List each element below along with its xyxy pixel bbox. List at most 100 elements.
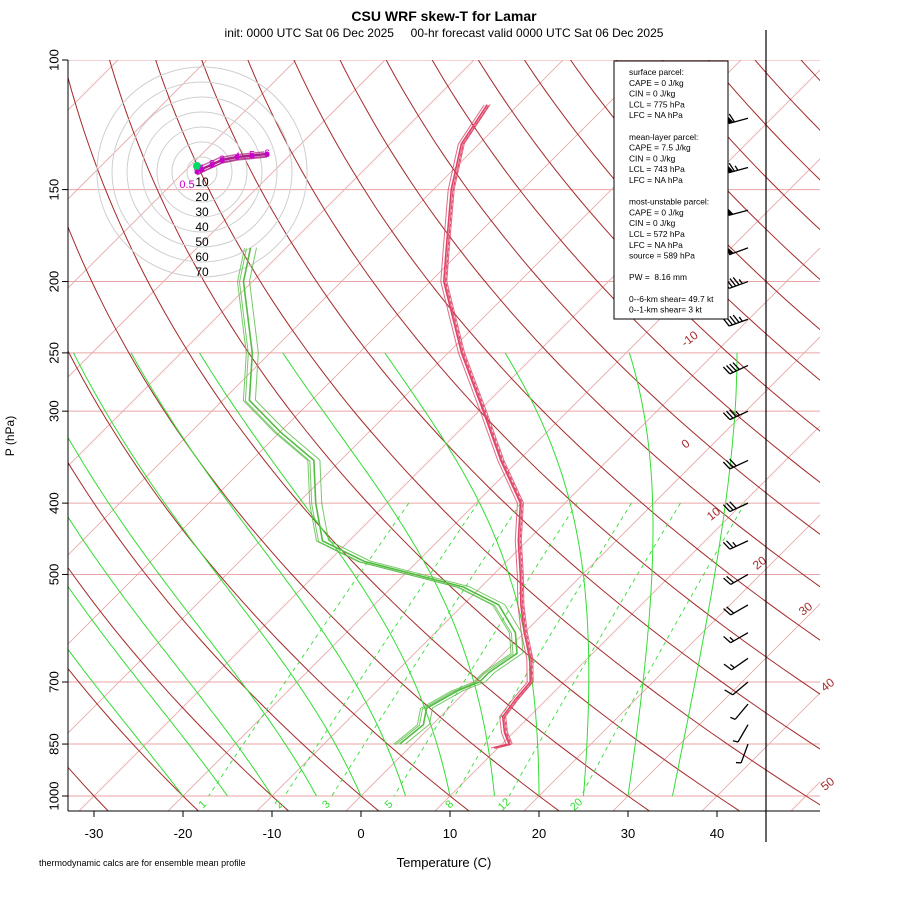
y-tick-label: 300 xyxy=(47,400,62,422)
hodograph-height-label: 6 xyxy=(264,148,270,160)
wind-barb xyxy=(732,724,749,743)
wind-barb xyxy=(722,409,749,421)
moist-adiabat xyxy=(73,352,362,797)
wind-barb xyxy=(722,540,749,550)
mixing-ratio-line xyxy=(208,502,410,797)
info-line: mean-layer parcel: xyxy=(629,132,698,142)
hodograph-ring-label: 10 xyxy=(195,175,209,189)
dewpoint-member xyxy=(238,248,514,746)
dry-adiabat-label: 30 xyxy=(796,599,815,618)
hodograph-start-marker xyxy=(193,162,201,170)
hodograph-ring-label: 40 xyxy=(195,220,209,234)
moist-adiabat xyxy=(199,352,451,797)
hodograph-ring-label: 30 xyxy=(195,205,209,219)
hodograph-ring-label: 50 xyxy=(195,235,209,249)
dry-adiabat-label: 50 xyxy=(818,774,837,793)
y-tick-label: 500 xyxy=(47,564,62,586)
x-axis-label: Temperature (C) xyxy=(397,855,492,870)
dry-adiabat-label: 40 xyxy=(818,675,837,694)
dry-adiabat xyxy=(155,60,820,806)
info-line: CAPE = 0 J/kg xyxy=(629,78,684,88)
wind-barb xyxy=(726,162,749,174)
hodograph-height-label: 4 xyxy=(234,151,240,163)
x-tick-label: 40 xyxy=(710,826,724,841)
y-tick-label: 100 xyxy=(47,49,62,71)
isotherm xyxy=(523,514,820,811)
moist-adiabats-and-mixing-ratios: 1 2 3 5 8 12 20 xyxy=(68,352,746,811)
dry-adiabat xyxy=(708,60,820,181)
mixing-ratio-label: 5 xyxy=(383,798,396,811)
y-tick-label: 1000 xyxy=(47,782,62,811)
y-tick-label: 250 xyxy=(47,342,62,364)
isotherm xyxy=(68,60,208,200)
mixing-ratio-line xyxy=(508,502,681,797)
info-line: LFC = NA hPa xyxy=(629,110,683,120)
dry-adiabat-label: 10 xyxy=(704,504,723,523)
isotherm xyxy=(68,60,119,111)
hodograph-point xyxy=(249,153,255,158)
temperature-profile xyxy=(442,104,532,749)
isotherm xyxy=(68,60,386,378)
info-line: LCL = 775 hPa xyxy=(629,99,685,109)
x-tick-label: 10 xyxy=(443,826,457,841)
hodograph-ring-label: 70 xyxy=(195,265,209,279)
axes: -100102030405010015020025030040050070085… xyxy=(47,49,838,841)
x-tick-label: -20 xyxy=(174,826,193,841)
mixing-ratio-label: 8 xyxy=(443,798,456,811)
moist-adiabat xyxy=(627,352,654,797)
isotherm xyxy=(68,60,564,556)
wind-barb xyxy=(722,501,749,513)
isotherm xyxy=(68,60,475,467)
info-line: LCL = 743 hPa xyxy=(629,164,685,174)
footnote: thermodynamic calcs are for ensemble mea… xyxy=(39,858,246,868)
hodograph-ring xyxy=(126,96,278,248)
moist-adiabat xyxy=(68,648,184,797)
info-line: most-unstable parcel: xyxy=(629,197,709,207)
dry-adiabat xyxy=(800,60,820,82)
info-line: CAPE = 7.5 J/kg xyxy=(629,143,691,153)
mixing-ratio-line xyxy=(331,502,521,797)
isotherm xyxy=(612,603,820,811)
hodograph-ring-label: 60 xyxy=(195,250,209,264)
wind-barb xyxy=(722,362,749,375)
wind-barb xyxy=(730,703,749,720)
y-tick-label: 150 xyxy=(47,179,62,201)
wind-barbs xyxy=(722,30,767,842)
dry-adiabat xyxy=(68,566,290,811)
moist-adiabat xyxy=(130,352,406,797)
dry-adiabat xyxy=(339,60,820,588)
info-line: CIN = 0 J/kg xyxy=(629,218,676,228)
moist-adiabat xyxy=(68,585,228,797)
wind-barb xyxy=(735,743,749,764)
dry-adiabat xyxy=(68,349,470,811)
dry-adiabat xyxy=(68,667,200,811)
dry-adiabat xyxy=(293,60,820,641)
x-tick-label: 30 xyxy=(621,826,635,841)
mixing-ratio-line xyxy=(580,502,746,797)
info-line: CIN = 0 J/kg xyxy=(629,153,676,163)
wind-barb xyxy=(724,681,749,696)
wind-barb xyxy=(722,458,749,470)
hodograph-height-label: 5 xyxy=(249,150,255,162)
hodograph-height-label: 0.5 xyxy=(179,179,194,191)
mixing-ratio-label: 1 xyxy=(197,798,210,811)
x-tick-label: -10 xyxy=(263,826,282,841)
y-tick-label: 850 xyxy=(47,733,62,755)
info-line: LFC = NA hPa xyxy=(629,175,683,185)
dry-adiabat xyxy=(816,26,900,811)
x-tick-label: 20 xyxy=(532,826,546,841)
profiles xyxy=(236,104,534,749)
moist-adiabat xyxy=(68,516,273,797)
isotherm xyxy=(68,60,653,645)
hodograph-ring xyxy=(186,156,218,188)
wind-barb xyxy=(723,604,749,616)
dry-adiabat xyxy=(68,225,561,811)
mixing-ratio-line xyxy=(393,502,578,797)
dry-adiabat xyxy=(523,60,820,381)
hodograph-ring-label: 20 xyxy=(195,190,209,204)
hodograph-point xyxy=(194,169,200,175)
info-line: LFC = NA hPa xyxy=(629,240,683,250)
hodograph-point xyxy=(209,162,215,167)
